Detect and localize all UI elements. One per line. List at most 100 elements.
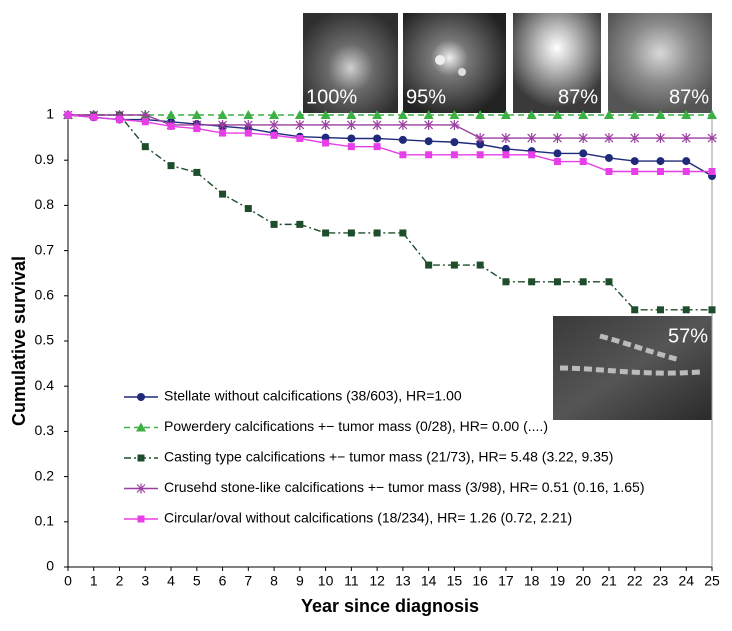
x-tick-label: 2	[116, 573, 124, 589]
marker	[320, 110, 331, 119]
marker	[372, 119, 383, 130]
marker	[373, 134, 382, 143]
marker	[137, 393, 145, 401]
marker	[399, 229, 407, 237]
legend-label: Circular/oval without calcifications (18…	[164, 510, 572, 526]
y-tick-label: 0.6	[35, 287, 55, 303]
marker	[681, 110, 692, 119]
marker	[397, 119, 408, 130]
marker	[656, 168, 664, 175]
marker	[526, 133, 537, 144]
marker	[579, 158, 587, 166]
marker	[322, 229, 330, 237]
inset-percent-label: 87%	[558, 86, 598, 108]
x-axis-title: Year since diagnosis	[301, 596, 479, 616]
marker	[500, 133, 511, 144]
y-tick-label: 0	[46, 558, 54, 574]
marker	[217, 110, 228, 119]
marker	[708, 306, 716, 314]
marker	[578, 110, 589, 119]
marker	[320, 119, 331, 130]
series-line	[68, 114, 712, 311]
marker	[449, 110, 460, 119]
series-markers	[64, 111, 716, 175]
marker	[296, 220, 304, 228]
series-markers	[63, 110, 717, 144]
inset-image-detail	[559, 333, 701, 376]
legend: Stellate without calcifications (38/603)…	[124, 388, 645, 526]
marker	[631, 168, 639, 175]
x-tick-label: 6	[219, 573, 227, 589]
marker	[424, 137, 433, 146]
marker	[191, 110, 202, 119]
x-tick-label: 23	[653, 573, 669, 589]
marker	[450, 138, 459, 147]
marker	[425, 151, 433, 159]
marker	[605, 278, 613, 286]
series-line	[68, 114, 712, 139]
marker	[141, 143, 149, 151]
marker	[528, 278, 536, 286]
marker	[501, 144, 510, 153]
marker	[90, 113, 98, 121]
marker	[373, 143, 381, 151]
marker	[603, 133, 614, 144]
marker	[707, 110, 717, 119]
marker	[552, 110, 563, 119]
inset-image	[303, 13, 398, 113]
y-tick-label: 0.8	[35, 196, 55, 212]
inset-image-detail	[435, 55, 445, 65]
x-tick-label: 18	[524, 573, 540, 589]
marker	[603, 110, 614, 119]
x-tick-label: 21	[601, 573, 617, 589]
marker	[502, 278, 510, 286]
x-tick-label: 14	[421, 573, 437, 589]
marker	[294, 110, 305, 119]
marker	[116, 116, 124, 124]
marker	[167, 162, 175, 170]
marker	[191, 119, 202, 130]
series-markers	[64, 111, 716, 314]
y-tick-label: 0.4	[35, 377, 55, 393]
marker	[475, 133, 486, 144]
marker	[398, 135, 407, 144]
inset-image	[608, 13, 712, 113]
marker	[707, 133, 717, 144]
marker	[140, 110, 151, 120]
x-tick-label: 20	[575, 573, 591, 589]
marker	[114, 110, 125, 120]
marker	[397, 110, 408, 119]
marker	[217, 119, 228, 130]
marker	[166, 110, 177, 119]
marker	[219, 190, 227, 198]
marker	[476, 140, 485, 149]
y-tick-label: 0.3	[35, 422, 55, 438]
marker	[450, 151, 458, 159]
x-tick-label: 12	[369, 573, 385, 589]
marker	[136, 483, 146, 494]
marker	[372, 110, 383, 119]
marker	[629, 133, 640, 144]
marker	[579, 278, 587, 286]
marker	[136, 422, 146, 432]
marker	[630, 157, 639, 166]
marker	[243, 110, 254, 119]
y-tick-label: 1	[46, 106, 54, 122]
x-tick-label: 4	[167, 573, 175, 589]
marker	[655, 110, 666, 119]
marker	[476, 261, 484, 269]
inset-image	[403, 13, 506, 113]
marker	[269, 119, 280, 130]
marker	[449, 119, 460, 130]
marker	[682, 157, 691, 166]
marker	[682, 168, 690, 175]
legend-label: Crusehd stone-like calcifications +− tum…	[164, 479, 645, 495]
y-tick-label: 0.9	[35, 151, 55, 167]
x-tick-label: 11	[344, 573, 359, 589]
marker	[425, 261, 433, 269]
x-tick-label: 5	[193, 573, 201, 589]
marker	[193, 168, 201, 176]
legend-label: Stellate without calcifications (38/603)…	[164, 388, 462, 404]
marker	[244, 129, 252, 137]
